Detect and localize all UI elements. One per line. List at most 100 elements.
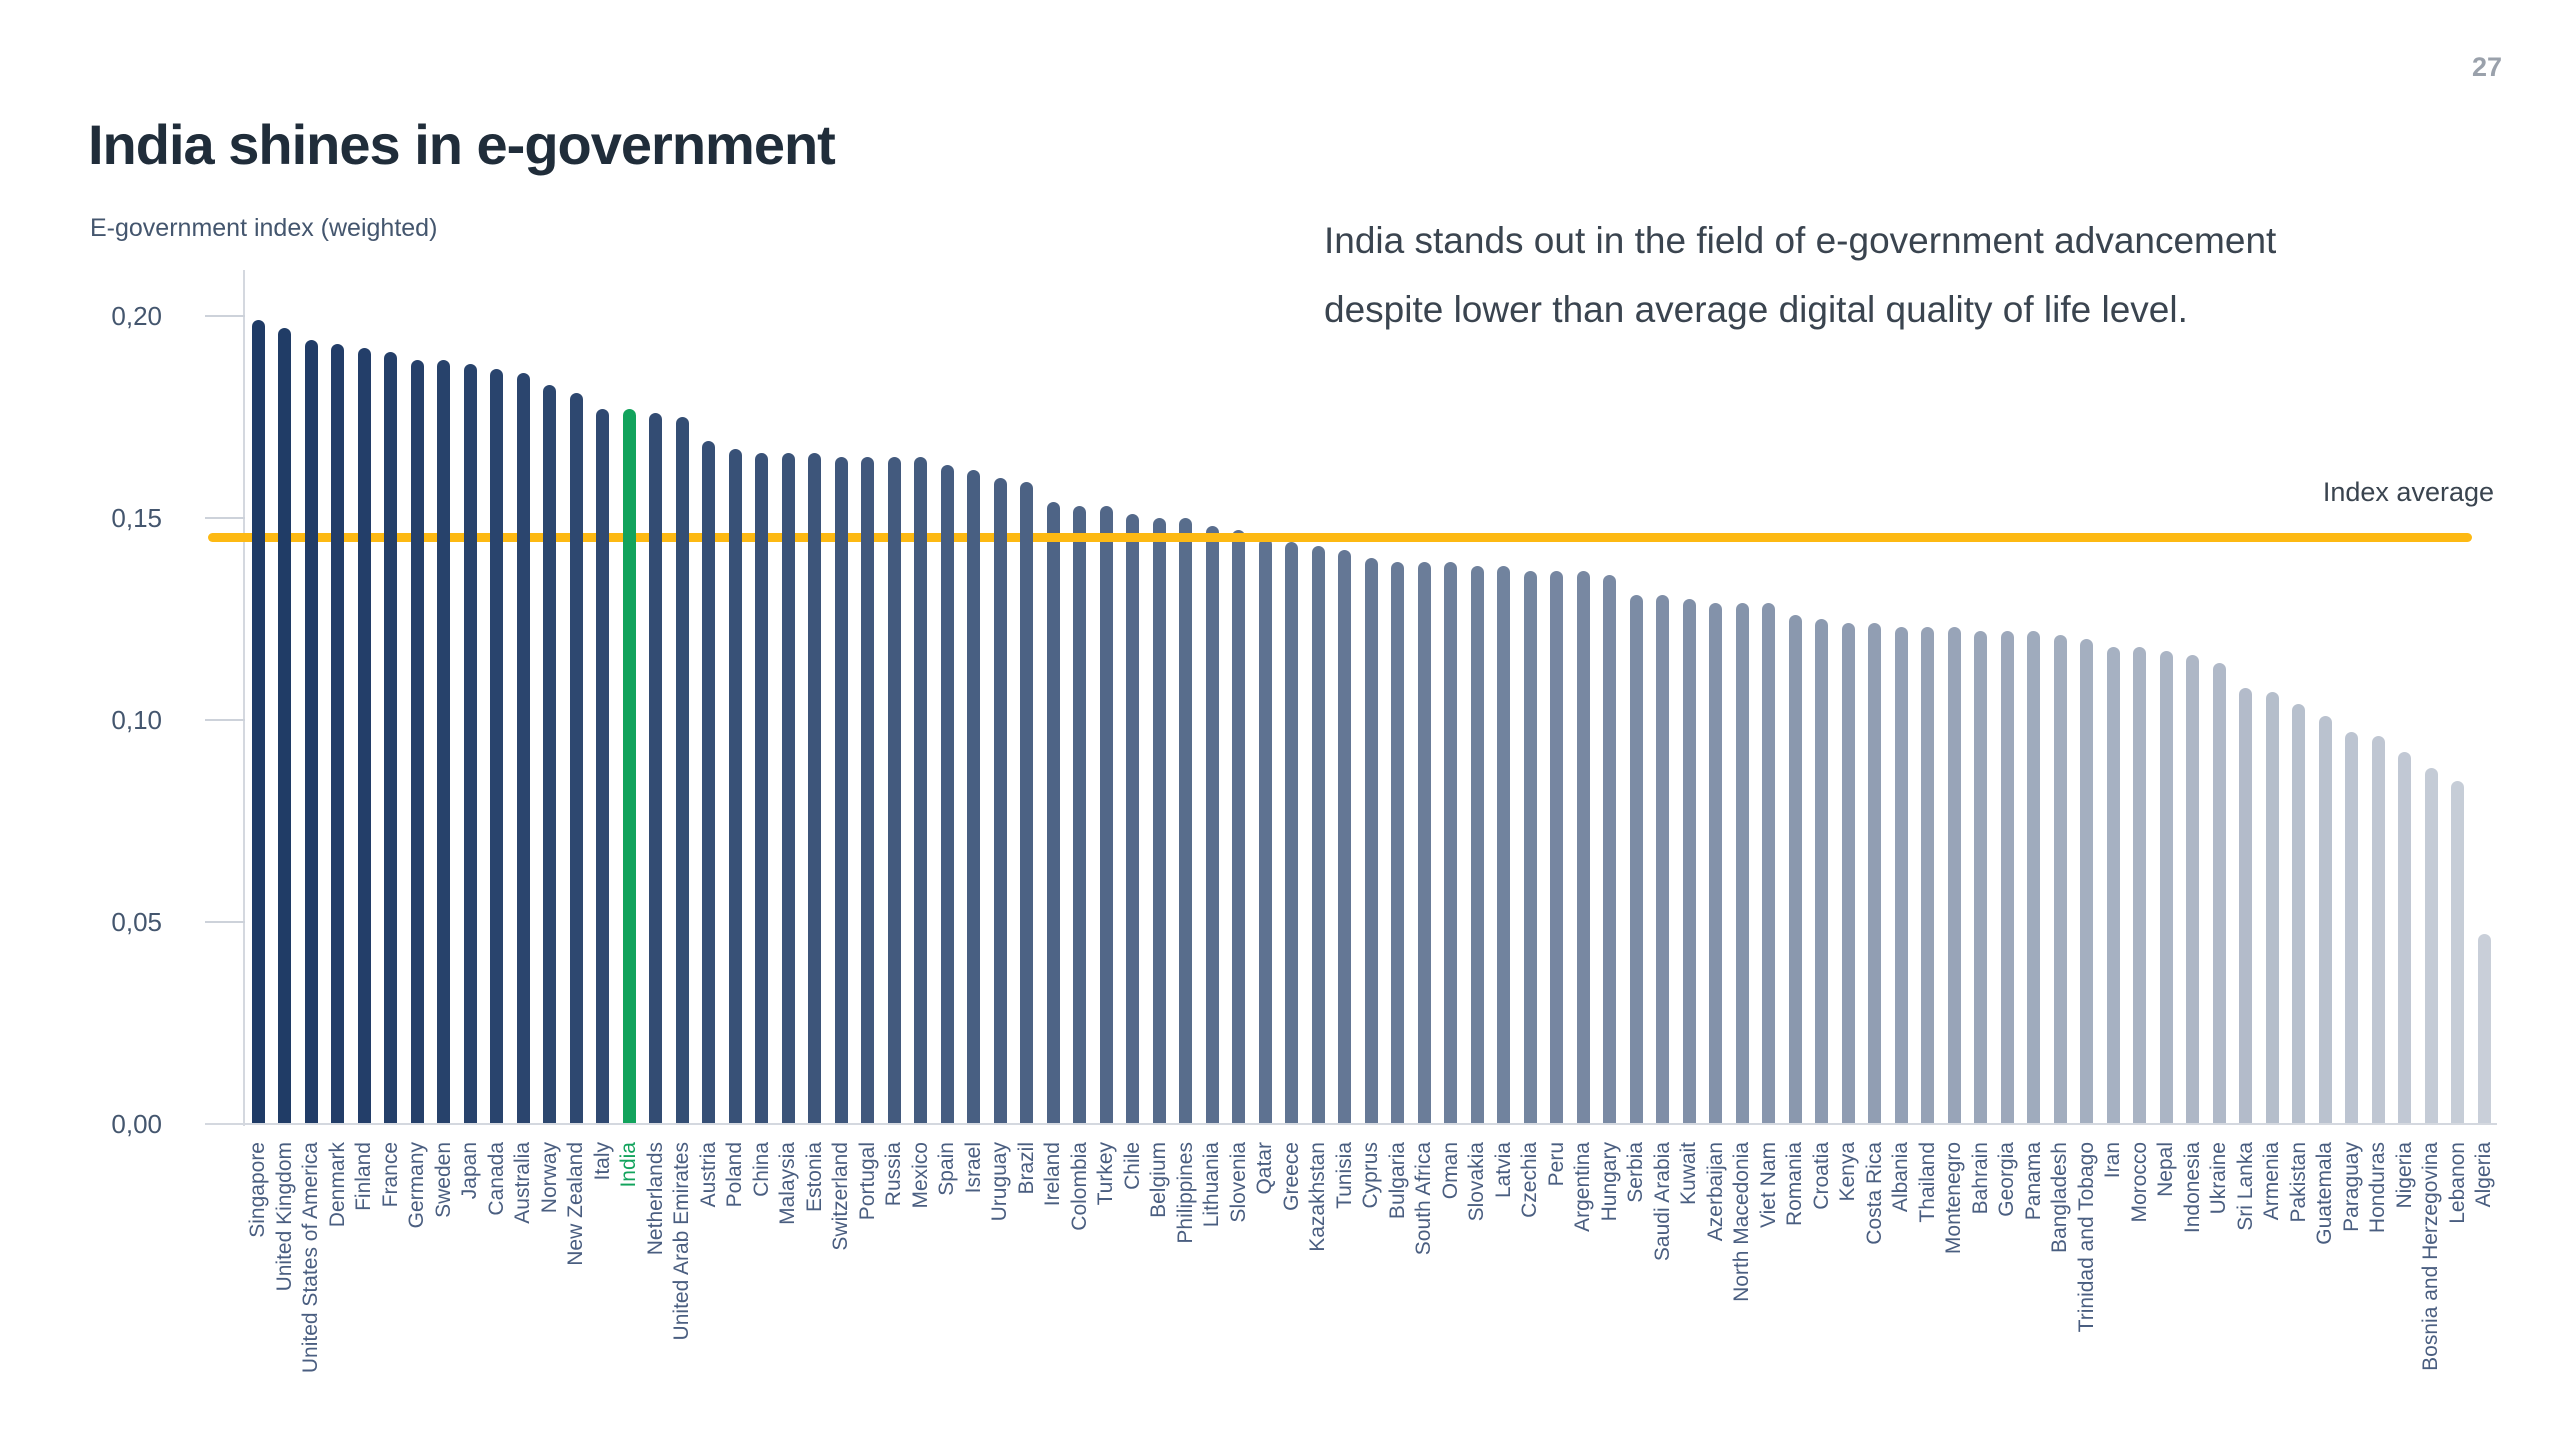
country-label-ukraine: Ukraine bbox=[2207, 1142, 2230, 1215]
country-label-switzerland: Switzerland bbox=[829, 1142, 852, 1251]
country-label-mexico: Mexico bbox=[908, 1142, 932, 1209]
bar-serbia bbox=[1629, 595, 1643, 1124]
bar-croatia bbox=[1815, 619, 1828, 1124]
bar-bangladesh bbox=[2053, 635, 2067, 1124]
bar-united-kingdom bbox=[278, 328, 291, 1124]
country-label-estonia: Estonia bbox=[802, 1142, 826, 1213]
country-label-italy: Italy bbox=[590, 1142, 614, 1181]
country-label-tunisia: Tunisia bbox=[1332, 1142, 1356, 1209]
bar-italy bbox=[596, 409, 609, 1124]
country-label-morocco: Morocco bbox=[2127, 1142, 2151, 1223]
bar-japan bbox=[463, 364, 477, 1124]
bar-iran bbox=[2106, 647, 2120, 1124]
bar-malaysia bbox=[781, 453, 795, 1124]
country-label-guatemala: Guatemala bbox=[2313, 1142, 2336, 1245]
bar-thailand bbox=[1921, 627, 1934, 1124]
bar-india bbox=[622, 409, 636, 1124]
country-label-ireland: Ireland bbox=[1041, 1142, 1064, 1207]
y-tick-0-05 bbox=[205, 921, 245, 923]
y-tick-0-20 bbox=[205, 315, 245, 317]
bar-china bbox=[755, 453, 768, 1124]
country-label-nepal: Nepal bbox=[2154, 1142, 2177, 1197]
y-tick-label-0-10: 0,10 bbox=[111, 705, 162, 735]
bar-canada bbox=[490, 369, 503, 1124]
country-label-denmark: Denmark bbox=[325, 1142, 349, 1228]
country-label-lithuania: Lithuania bbox=[1200, 1142, 1223, 1228]
country-label-georgia: Georgia bbox=[1995, 1142, 2018, 1217]
country-label-kazakhstan: Kazakhstan bbox=[1306, 1142, 1329, 1252]
bar-ukraine bbox=[2212, 663, 2226, 1124]
bar-lebanon bbox=[2451, 781, 2464, 1124]
country-label-paraguay: Paraguay bbox=[2339, 1142, 2363, 1232]
bar-saudi-arabia bbox=[1656, 595, 1669, 1124]
bar-slovenia bbox=[1232, 530, 1245, 1124]
country-label-norway: Norway bbox=[537, 1142, 561, 1214]
bar-kuwait bbox=[1682, 599, 1696, 1124]
country-label-trinidad-and-tobago: Trinidad and Tobago bbox=[2074, 1142, 2098, 1333]
page-title: India shines in e-government bbox=[88, 113, 836, 176]
annotation-line-2: despite lower than average digital quali… bbox=[1324, 289, 2188, 330]
country-label-israel: Israel bbox=[961, 1142, 985, 1194]
country-label-albania: Albania bbox=[1889, 1142, 1912, 1213]
bar-lithuania bbox=[1205, 526, 1219, 1124]
country-label-greece: Greece bbox=[1279, 1142, 1303, 1211]
country-label-viet-nam: Viet Nam bbox=[1756, 1142, 1780, 1228]
country-label-portugal: Portugal bbox=[855, 1142, 879, 1221]
bar-brazil bbox=[1020, 482, 1033, 1124]
bar-denmark bbox=[331, 344, 344, 1124]
bar-united-states-of-america bbox=[304, 340, 318, 1124]
country-label-north-macedonia: North Macedonia bbox=[1730, 1142, 1753, 1302]
country-label-qatar: Qatar bbox=[1253, 1142, 1276, 1195]
country-label-bahrain: Bahrain bbox=[1968, 1142, 1992, 1215]
bar-south-africa bbox=[1417, 562, 1431, 1124]
bar-nigeria bbox=[2398, 752, 2411, 1124]
bar-viet-nam bbox=[1762, 603, 1775, 1124]
bar-costa-rica bbox=[1868, 623, 1881, 1124]
country-label-netherlands: Netherlands bbox=[643, 1142, 667, 1256]
bar-azerbaijan bbox=[1709, 603, 1722, 1124]
country-label-nigeria: Nigeria bbox=[2392, 1142, 2416, 1209]
bar-russia bbox=[887, 457, 901, 1124]
country-label-germany: Germany bbox=[405, 1142, 428, 1229]
bar-norway bbox=[543, 385, 556, 1124]
bar-bosnia-and-herzegovina bbox=[2424, 768, 2438, 1124]
bar-greece bbox=[1285, 542, 1298, 1124]
bar-north-macedonia bbox=[1735, 603, 1749, 1124]
country-label-sri-lanka: Sri Lanka bbox=[2233, 1142, 2257, 1231]
country-label-singapore: Singapore bbox=[246, 1142, 269, 1238]
bar-cyprus bbox=[1364, 558, 1378, 1124]
country-label-slovakia: Slovakia bbox=[1465, 1142, 1488, 1222]
y-tick-label-0-05: 0,05 bbox=[111, 907, 162, 937]
country-label-honduras: Honduras bbox=[2366, 1142, 2389, 1234]
index-average-label: Index average bbox=[2322, 477, 2494, 507]
bar-indonesia bbox=[2186, 655, 2199, 1124]
country-label-russia: Russia bbox=[882, 1142, 905, 1207]
country-label-australia: Australia bbox=[511, 1142, 534, 1224]
bar-sri-lanka bbox=[2239, 688, 2252, 1124]
bar-australia bbox=[516, 373, 530, 1124]
bar-turkey bbox=[1099, 506, 1113, 1124]
y-tick-0-10 bbox=[205, 719, 245, 721]
bar-nepal bbox=[2159, 651, 2173, 1124]
country-label-saudi-arabia: Saudi Arabia bbox=[1650, 1142, 1674, 1262]
bar-qatar bbox=[1258, 538, 1272, 1124]
country-label-united-kingdom: United Kingdom bbox=[272, 1142, 296, 1292]
country-label-costa-rica: Costa Rica bbox=[1862, 1142, 1886, 1245]
bar-netherlands bbox=[649, 413, 662, 1124]
country-label-latvia: Latvia bbox=[1491, 1142, 1515, 1199]
page-number: 27 bbox=[2471, 52, 2502, 82]
country-label-uruguay: Uruguay bbox=[988, 1142, 1011, 1222]
y-tick-label-0-15: 0,15 bbox=[111, 503, 162, 533]
country-label-turkey: Turkey bbox=[1094, 1142, 1117, 1206]
country-label-belgium: Belgium bbox=[1147, 1142, 1170, 1218]
bar-panama bbox=[2027, 631, 2040, 1124]
country-label-new-zealand: New Zealand bbox=[564, 1142, 587, 1266]
country-label-japan: Japan bbox=[458, 1142, 481, 1200]
bar-algeria bbox=[2477, 934, 2491, 1124]
bar-singapore bbox=[251, 320, 265, 1124]
y-tick-label-0-00: 0,00 bbox=[111, 1109, 162, 1139]
bar-pakistan bbox=[2292, 704, 2305, 1124]
bar-mexico bbox=[914, 457, 927, 1124]
country-label-azerbaijan: Azerbaijan bbox=[1703, 1142, 1727, 1242]
